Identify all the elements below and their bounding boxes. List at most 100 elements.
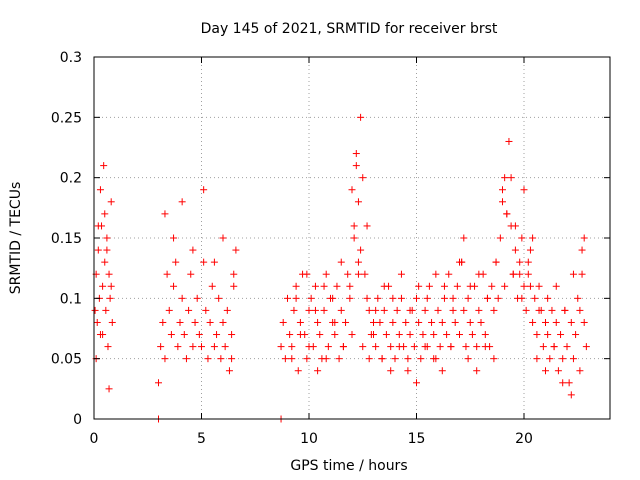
data-point	[473, 367, 481, 375]
data-point	[550, 343, 558, 351]
data-point	[178, 294, 186, 302]
data-point	[468, 331, 476, 339]
data-point	[277, 343, 285, 351]
data-point	[395, 343, 403, 351]
data-point	[200, 258, 208, 266]
data-point	[559, 379, 567, 387]
data-point	[440, 294, 448, 302]
data-point	[170, 234, 178, 242]
data-point	[516, 258, 524, 266]
data-point	[357, 113, 365, 121]
y-tick-label: 0.05	[51, 352, 82, 368]
data-point	[217, 355, 225, 363]
data-point	[339, 343, 347, 351]
data-point	[440, 282, 448, 290]
data-point	[99, 331, 107, 339]
data-point	[296, 331, 304, 339]
data-point	[445, 270, 453, 278]
data-point	[434, 306, 442, 314]
data-point	[449, 294, 457, 302]
y-tick-label: 0.15	[51, 231, 82, 247]
data-point	[430, 331, 438, 339]
data-point	[101, 258, 109, 266]
data-point	[320, 282, 328, 290]
data-point	[460, 306, 468, 314]
data-point	[288, 355, 296, 363]
data-point	[483, 294, 491, 302]
x-axis-label: GPS time / hours	[290, 458, 407, 474]
data-point	[363, 222, 371, 230]
data-point	[526, 246, 534, 254]
axis-ticks	[93, 56, 610, 420]
data-point	[524, 258, 532, 266]
data-point	[464, 355, 472, 363]
data-point	[305, 306, 313, 314]
data-point	[475, 270, 483, 278]
data-point	[552, 318, 560, 326]
data-point	[576, 306, 584, 314]
data-point	[432, 270, 440, 278]
data-point	[202, 306, 210, 314]
data-points	[91, 113, 590, 423]
data-point	[535, 282, 543, 290]
data-point	[374, 294, 382, 302]
data-point	[324, 343, 332, 351]
data-point	[281, 355, 289, 363]
data-point	[191, 318, 199, 326]
x-tick-label: 15	[408, 431, 426, 447]
data-point	[526, 282, 534, 290]
data-point	[185, 306, 193, 314]
data-point	[580, 234, 588, 242]
data-point	[311, 306, 319, 314]
data-point	[453, 282, 461, 290]
data-point	[359, 174, 367, 182]
data-point	[499, 198, 506, 206]
data-point	[322, 355, 330, 363]
data-point	[380, 282, 388, 290]
data-point	[314, 367, 322, 375]
data-point	[542, 318, 549, 326]
data-point	[163, 270, 171, 278]
data-point	[417, 355, 425, 363]
data-point	[187, 270, 195, 278]
data-point	[296, 318, 304, 326]
data-point	[567, 391, 575, 399]
data-point	[228, 331, 236, 339]
data-point	[428, 318, 436, 326]
data-point	[496, 234, 504, 242]
data-point	[200, 186, 208, 194]
data-point	[292, 282, 300, 290]
data-point	[402, 318, 410, 326]
data-point	[370, 318, 377, 326]
data-point	[352, 150, 360, 158]
data-point	[206, 318, 214, 326]
data-point	[335, 355, 343, 363]
data-point	[507, 174, 515, 182]
data-point	[159, 318, 167, 326]
data-point	[279, 318, 287, 326]
data-point	[542, 367, 549, 375]
data-point	[106, 294, 114, 302]
x-tick-label: 5	[197, 431, 206, 447]
data-point	[533, 331, 541, 339]
data-point	[311, 282, 319, 290]
data-point	[161, 210, 169, 218]
data-point	[425, 282, 433, 290]
data-point	[365, 306, 373, 314]
data-point	[546, 355, 554, 363]
data-point	[176, 318, 184, 326]
data-point	[322, 270, 330, 278]
data-point	[494, 294, 502, 302]
data-point	[94, 246, 102, 254]
data-point	[359, 343, 367, 351]
data-point	[357, 246, 365, 254]
data-point	[574, 294, 582, 302]
data-point	[344, 270, 352, 278]
data-point	[208, 282, 216, 290]
y-tick-label: 0.3	[60, 50, 82, 66]
data-point	[180, 331, 188, 339]
data-point	[342, 318, 350, 326]
data-point	[389, 318, 397, 326]
data-point	[219, 318, 227, 326]
data-point	[100, 162, 108, 170]
